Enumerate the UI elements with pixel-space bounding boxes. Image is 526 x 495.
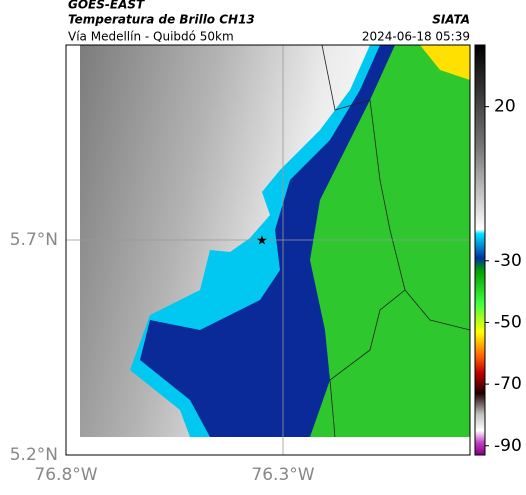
timestamp: 2024-06-18 05:39	[362, 30, 470, 44]
lon-label: 76.3°W	[251, 465, 314, 485]
title: GOES-EAST	[68, 0, 145, 12]
subtitle: Temperatura de Brillo CH13	[68, 13, 255, 27]
colorbar-tick-label: -50	[494, 312, 522, 332]
map-frame	[65, 44, 471, 456]
colorbar-tick-label: -30	[494, 251, 522, 271]
colorbar-tick-label: -70	[494, 374, 522, 394]
source: SIATA	[432, 13, 470, 27]
lat-label: 5.7°N	[10, 230, 58, 250]
satellite-image	[80, 44, 471, 438]
colorbar-tick-label: -90	[494, 436, 522, 456]
route: Vía Medellín - Quibdó 50km	[68, 30, 234, 44]
lat-label: 5.2°N	[10, 445, 58, 465]
location-star: ★	[256, 234, 268, 249]
colorbar	[474, 44, 486, 456]
lon-label: 76.8°W	[34, 465, 97, 485]
colorbar-tick-label: 20	[494, 97, 516, 117]
